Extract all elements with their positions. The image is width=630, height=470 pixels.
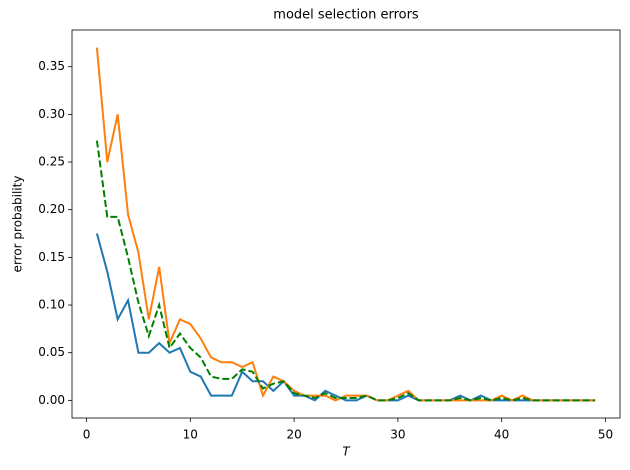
y-tick-label: 0.00 <box>38 393 65 407</box>
plot-frame <box>71 29 621 419</box>
series-line <box>95 233 596 402</box>
y-tick-label: 0.05 <box>38 345 65 359</box>
x-tick-label: 50 <box>598 428 613 442</box>
y-tick-label: 0.25 <box>38 155 65 169</box>
series-line <box>95 140 596 402</box>
y-tick-label: 0.35 <box>38 59 65 73</box>
x-tick-label: 40 <box>494 428 509 442</box>
x-tick-label: 20 <box>286 428 301 442</box>
x-tick-label: 30 <box>390 428 405 442</box>
y-tick-label: 0.10 <box>38 298 65 312</box>
x-tick-label: 0 <box>83 428 91 442</box>
y-tick-label: 0.30 <box>38 107 65 121</box>
y-tick-label: 0.15 <box>38 250 65 264</box>
x-tick-label: 10 <box>183 428 198 442</box>
y-axis-label: error probability <box>11 176 25 273</box>
x-axis-label: T <box>342 445 351 459</box>
y-tick-label: 0.20 <box>38 202 65 216</box>
series-line <box>95 47 596 402</box>
chart-title: model selection errors <box>273 8 419 23</box>
